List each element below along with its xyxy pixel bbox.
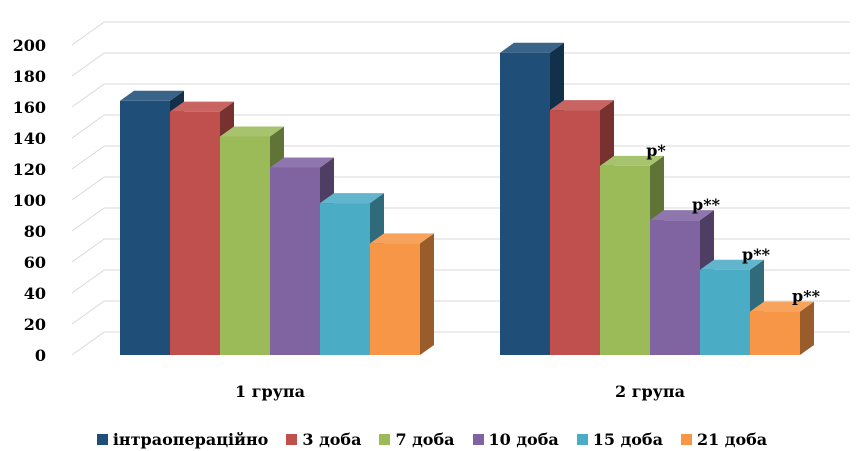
bar-top <box>220 126 284 137</box>
legend-label: 15 доба <box>592 429 663 449</box>
legend-swatch <box>379 433 391 445</box>
bar <box>220 136 270 355</box>
bar <box>170 111 220 356</box>
legend-swatch <box>576 433 588 445</box>
bar-top <box>600 155 664 166</box>
bar <box>270 167 320 355</box>
bar-top <box>700 259 764 270</box>
bar <box>370 243 420 355</box>
legend-item: 3 доба <box>286 430 361 449</box>
legend-item: 15 доба <box>576 429 663 449</box>
y-tick-label: 100 <box>13 191 46 210</box>
y-tick-label: 200 <box>13 36 46 55</box>
significance-annotation: p** <box>692 195 721 214</box>
bar <box>700 269 750 355</box>
significance-annotation: p* <box>646 141 666 160</box>
bar-top <box>120 90 184 101</box>
bar <box>500 52 550 355</box>
gridline-diagonal <box>71 269 105 294</box>
bar <box>600 165 650 355</box>
legend-item: інтраопераційно <box>96 429 269 449</box>
gridline-diagonal <box>71 145 105 170</box>
y-tick-label: 180 <box>13 67 46 86</box>
bar <box>320 203 370 355</box>
bar-top <box>370 233 434 244</box>
legend-label: 21 доба <box>696 429 768 449</box>
significance-annotation: p** <box>742 245 771 264</box>
y-tick-label: 140 <box>13 129 46 148</box>
chart-legend: інтраопераційно 3 доба 7 доба 10 доба 15 доб… <box>0 428 864 450</box>
bar-top <box>500 42 564 53</box>
gridline-diagonal <box>71 238 105 263</box>
y-tick-label: 0 <box>35 346 46 365</box>
gridline-diagonal <box>71 176 105 201</box>
legend-label: 10 доба <box>488 429 559 449</box>
gridline-diagonal <box>71 83 105 108</box>
legend-label: 3 доба <box>302 429 362 449</box>
gridline-diagonal <box>71 331 105 356</box>
y-tick-label: 120 <box>13 160 46 179</box>
legend-swatch <box>96 433 108 445</box>
gridline-diagonal <box>71 300 105 325</box>
bar <box>650 220 700 355</box>
gridline-diagonal <box>71 52 105 77</box>
bar-top <box>270 157 334 168</box>
bar-top <box>550 100 614 111</box>
y-tick-label: 60 <box>24 253 46 272</box>
gridline-diagonal <box>71 21 105 46</box>
legend-label: 7 доба <box>395 429 455 449</box>
bar <box>550 110 600 355</box>
gridline-diagonal <box>71 114 105 139</box>
legend-swatch <box>286 433 298 445</box>
bar-top <box>650 210 714 221</box>
gridline-diagonal <box>71 207 105 232</box>
legend-item: 21 доба <box>680 429 768 449</box>
significance-annotation: p** <box>792 287 821 306</box>
y-tick-label: 80 <box>24 222 46 241</box>
legend-label: інтраопераційно <box>112 429 269 449</box>
bar-side <box>420 233 434 355</box>
bar-top <box>170 101 234 112</box>
legend-item: 7 доба <box>379 429 455 449</box>
y-tick-label: 20 <box>24 315 46 334</box>
bar <box>120 100 170 355</box>
bar-top <box>320 193 384 204</box>
y-tick-label: 40 <box>24 284 46 303</box>
legend-swatch <box>472 433 484 445</box>
legend-swatch <box>680 433 692 445</box>
legend-item: 10 доба <box>472 429 559 449</box>
x-category-label: 2 група <box>615 382 685 401</box>
bar <box>750 311 800 355</box>
bar-chart: 0 20 40 60 80 100 120 140 160 180 200 1 група 2 груп… <box>13 21 850 401</box>
x-category-label: 1 група <box>235 382 305 401</box>
bar-side <box>800 301 814 355</box>
bar-top <box>750 301 814 312</box>
y-tick-label: 160 <box>13 98 46 117</box>
